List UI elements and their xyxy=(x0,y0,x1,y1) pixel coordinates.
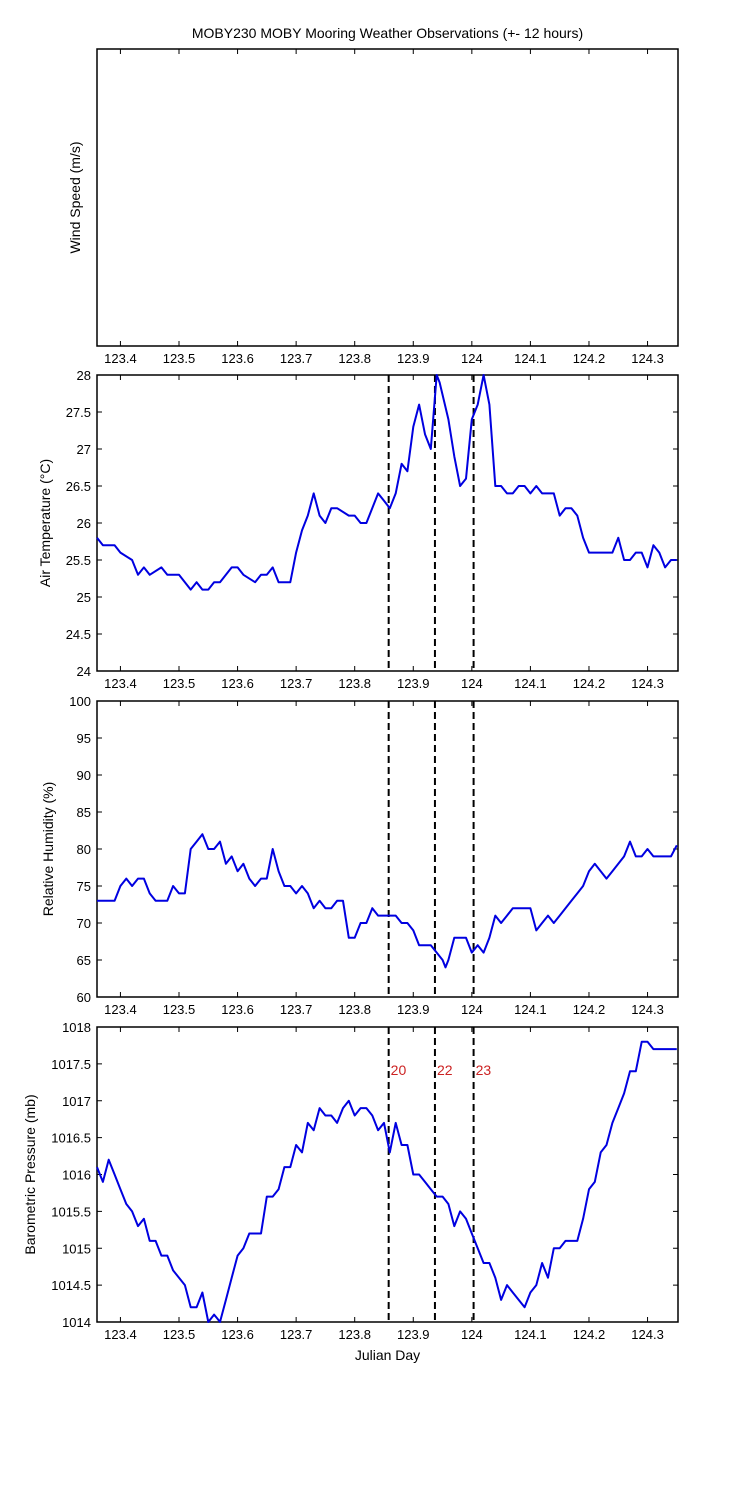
air-temperature-y-tick-label: 26 xyxy=(77,516,91,531)
air-temperature-axes-frame xyxy=(96,374,679,672)
barometric-pressure-y-tick-label: 1016.5 xyxy=(51,1131,91,1146)
relative-humidity-panel: 123.4 123.5 123.6 123.7 123.8 123.9 124 124.1 12… xyxy=(40,694,679,1017)
relative-humidity-y-tick-label: 65 xyxy=(77,953,91,968)
barometric-pressure-y-tick-label: 1017.5 xyxy=(51,1057,91,1072)
wind-speed-x-tick-label: 124.3 xyxy=(631,351,664,366)
wind-speed-x-tick-label: 124.1 xyxy=(514,351,547,366)
air-temperature-y-tick-label: 24.5 xyxy=(66,627,91,642)
relative-humidity-series-line xyxy=(97,833,678,969)
barometric-pressure-x-tick-label: 123.6 xyxy=(221,1327,254,1342)
air-temperature-y-tick-label: 25 xyxy=(77,590,91,605)
air-temperature-y-tick-label: 25.5 xyxy=(66,553,91,568)
barometric-pressure-x-tick-label: 123.8 xyxy=(338,1327,371,1342)
relative-humidity-y-tick-label: 100 xyxy=(69,694,91,709)
barometric-pressure-axes-frame xyxy=(96,1026,679,1323)
barometric-pressure-panel: 123.4 123.5 123.6 123.7 123.8 123.9 124 124.1 12… xyxy=(22,1020,679,1342)
barometric-pressure-event-label: 22 xyxy=(437,1062,453,1078)
air-temperature-y-tick-label: 28 xyxy=(77,368,91,383)
relative-humidity-x-tick-label: 123.5 xyxy=(163,1002,196,1017)
relative-humidity-y-tick-label: 90 xyxy=(77,768,91,783)
air-temperature-y-tick-label: 26.5 xyxy=(66,479,91,494)
relative-humidity-x-tick-label: 124.2 xyxy=(573,1002,606,1017)
barometric-pressure-y-tick-label: 1014.5 xyxy=(51,1278,91,1293)
barometric-pressure-y-tick-label: 1017 xyxy=(62,1094,91,1109)
relative-humidity-y-tick-label: 70 xyxy=(77,916,91,931)
air-temperature-x-tick-label: 123.7 xyxy=(280,676,313,691)
barometric-pressure-event-label: 20 xyxy=(391,1062,407,1078)
barometric-pressure-x-tick-label: 123.5 xyxy=(163,1327,196,1342)
wind-speed-x-tick-label: 123.9 xyxy=(397,351,430,366)
relative-humidity-x-tick-label: 123.4 xyxy=(104,1002,137,1017)
barometric-pressure-y-tick-label: 1016 xyxy=(62,1168,91,1183)
relative-humidity-y-axis-label: Relative Humidity (%) xyxy=(40,782,56,917)
wind-speed-x-tick-label: 123.5 xyxy=(163,351,196,366)
chart-title: MOBY230 MOBY Mooring Weather Observation… xyxy=(191,25,584,41)
barometric-pressure-x-tick-label: 123.7 xyxy=(280,1327,313,1342)
wind-speed-x-tick-label: 124.2 xyxy=(573,351,606,366)
barometric-pressure-x-tick-label: 124.1 xyxy=(514,1327,547,1342)
barometric-pressure-y-axis-label: Barometric Pressure (mb) xyxy=(22,1094,38,1254)
air-temperature-x-tick-label: 124 xyxy=(461,676,483,691)
relative-humidity-x-tick-label: 123.7 xyxy=(280,1002,313,1017)
wind-speed-x-tick-label: 124 xyxy=(461,351,483,366)
barometric-pressure-x-tick-label: 123.9 xyxy=(397,1327,430,1342)
air-temperature-x-tick-label: 124.2 xyxy=(573,676,606,691)
relative-humidity-y-tick-label: 95 xyxy=(77,731,91,746)
air-temperature-series-line xyxy=(96,374,677,591)
relative-humidity-x-tick-label: 124.3 xyxy=(631,1002,664,1017)
wind-speed-panel: 123.4 123.5 123.6 123.7 123.8 123.9 124 124.1 12… xyxy=(67,48,679,366)
barometric-pressure-y-tick-label: 1015.5 xyxy=(51,1204,91,1219)
relative-humidity-axes-frame xyxy=(96,700,679,998)
air-temperature-x-tick-label: 123.6 xyxy=(221,676,254,691)
relative-humidity-x-tick-label: 124 xyxy=(461,1002,483,1017)
air-temperature-x-tick-label: 124.1 xyxy=(514,676,547,691)
relative-humidity-x-tick-label: 123.8 xyxy=(338,1002,371,1017)
relative-humidity-y-tick-label: 80 xyxy=(77,842,91,857)
barometric-pressure-series-line xyxy=(96,1040,677,1323)
relative-humidity-x-tick-label: 123.9 xyxy=(397,1002,430,1017)
relative-humidity-x-tick-label: 123.6 xyxy=(221,1002,254,1017)
barometric-pressure-y-tick-label: 1018 xyxy=(62,1020,91,1035)
air-temperature-y-tick-label: 27.5 xyxy=(66,405,91,420)
barometric-pressure-x-tick-label: 124 xyxy=(461,1327,483,1342)
air-temperature-x-tick-label: 123.5 xyxy=(163,676,196,691)
air-temperature-panel: 123.4 123.5 123.6 123.7 123.8 123.9 124 124.1 12… xyxy=(37,368,679,691)
relative-humidity-y-tick-label: 60 xyxy=(77,990,91,1005)
relative-humidity-x-tick-label: 124.1 xyxy=(514,1002,547,1017)
air-temperature-x-tick-label: 123.8 xyxy=(338,676,371,691)
barometric-pressure-x-tick-label: 124.3 xyxy=(631,1327,664,1342)
wind-speed-x-tick-label: 123.6 xyxy=(221,351,254,366)
air-temperature-x-tick-label: 123.9 xyxy=(397,676,430,691)
air-temperature-x-tick-label: 123.4 xyxy=(104,676,137,691)
wind-speed-x-tick-label: 123.4 xyxy=(104,351,137,366)
x-axis-label: Julian Day xyxy=(354,1347,421,1363)
relative-humidity-y-tick-label: 75 xyxy=(77,879,91,894)
barometric-pressure-event-label: 23 xyxy=(476,1062,492,1078)
wind-speed-y-axis-label: Wind Speed (m/s) xyxy=(67,141,83,253)
barometric-pressure-x-tick-label: 123.4 xyxy=(104,1327,137,1342)
wind-speed-x-tick-label: 123.7 xyxy=(280,351,313,366)
air-temperature-x-tick-label: 124.3 xyxy=(631,676,664,691)
air-temperature-y-tick-label: 27 xyxy=(77,442,91,457)
air-temperature-y-tick-label: 24 xyxy=(77,664,91,679)
barometric-pressure-y-tick-label: 1014 xyxy=(62,1315,91,1330)
barometric-pressure-y-tick-label: 1015 xyxy=(62,1241,91,1256)
wind-speed-x-tick-label: 123.8 xyxy=(338,351,371,366)
air-temperature-y-axis-label: Air Temperature (°C) xyxy=(37,459,53,587)
relative-humidity-y-tick-label: 85 xyxy=(77,805,91,820)
wind-speed-axes-frame xyxy=(96,48,679,347)
barometric-pressure-x-tick-label: 124.2 xyxy=(573,1327,606,1342)
